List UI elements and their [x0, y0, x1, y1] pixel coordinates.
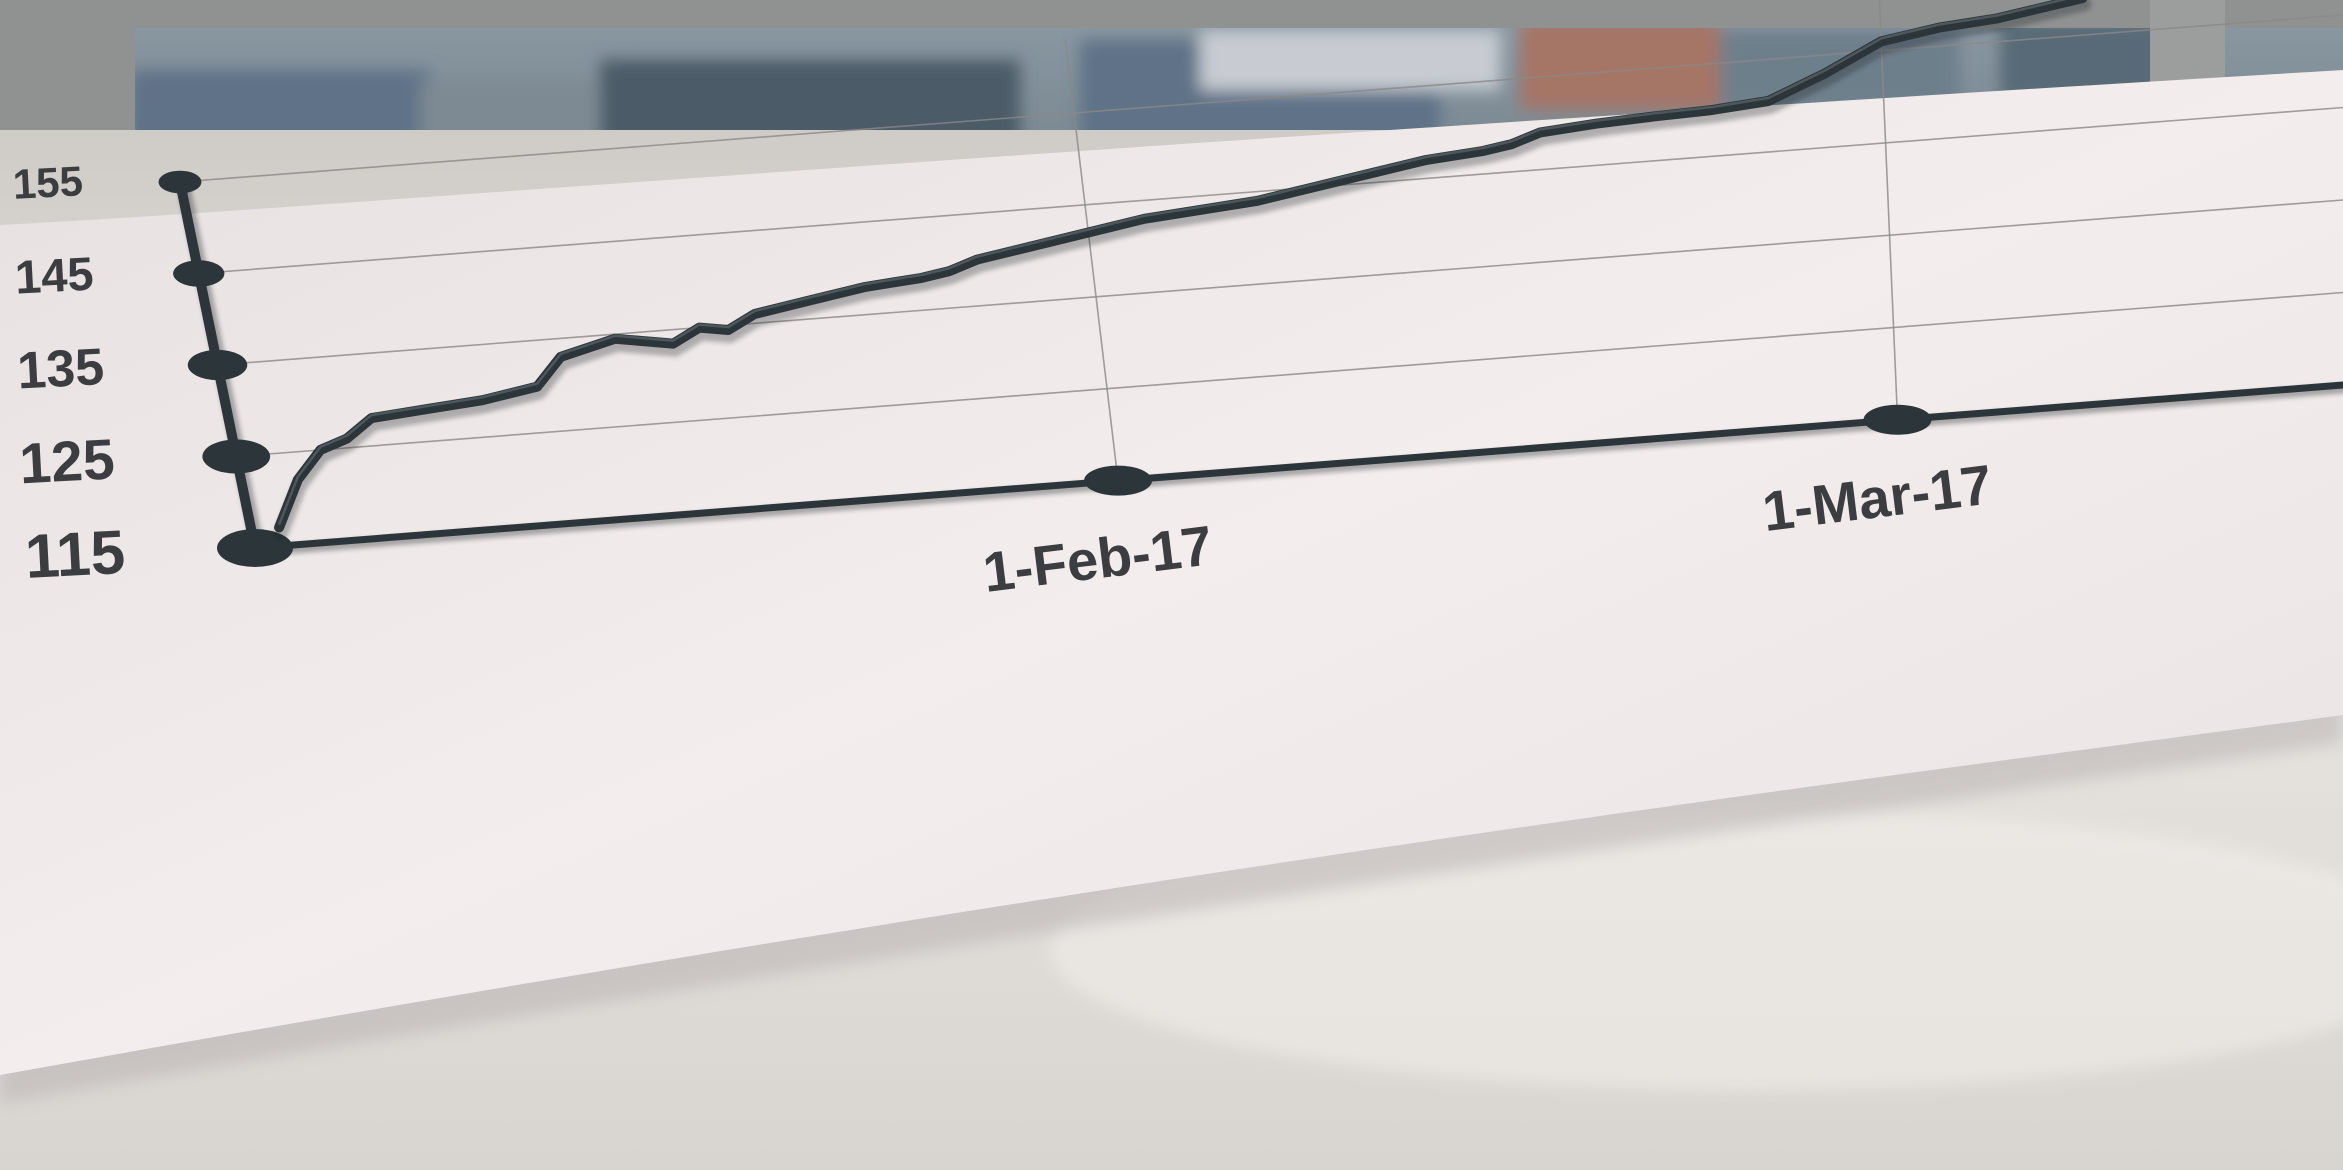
y-tick-dot: [202, 439, 271, 474]
chart-grid: [179, 0, 2343, 481]
y-tick-dot: [158, 170, 202, 194]
x-axis-line: [251, 381, 2343, 552]
series-line: [274, 0, 2088, 533]
paper-sheet: [0, 70, 2343, 1075]
chart-axes: [158, 170, 2343, 567]
grid-line-horizontal: [198, 106, 2343, 275]
y-tick-dot: [173, 260, 225, 287]
x-tick-dot: [1863, 404, 1932, 435]
series-line-shadow: [274, 0, 2092, 541]
grid-line-horizontal: [236, 291, 2343, 458]
y-tick-label: 155: [12, 157, 84, 208]
grid-line-horizontal: [217, 199, 2343, 366]
y-tick-dot: [187, 349, 248, 381]
x-axis-shadow: [250, 384, 2343, 557]
grid-line-vertical: [1064, 39, 1119, 481]
origin-dot: [225, 530, 285, 566]
y-tick-label: 115: [23, 518, 127, 592]
grid-line-horizontal: [179, 14, 2343, 183]
y-tick-label: 135: [16, 338, 106, 400]
y-tick-label: 125: [18, 427, 116, 496]
chart-series: [274, 0, 2092, 541]
x-tick-dot: [1084, 465, 1153, 496]
y-tick-label: 145: [14, 247, 95, 304]
series-line-highlight: [277, 0, 2068, 525]
